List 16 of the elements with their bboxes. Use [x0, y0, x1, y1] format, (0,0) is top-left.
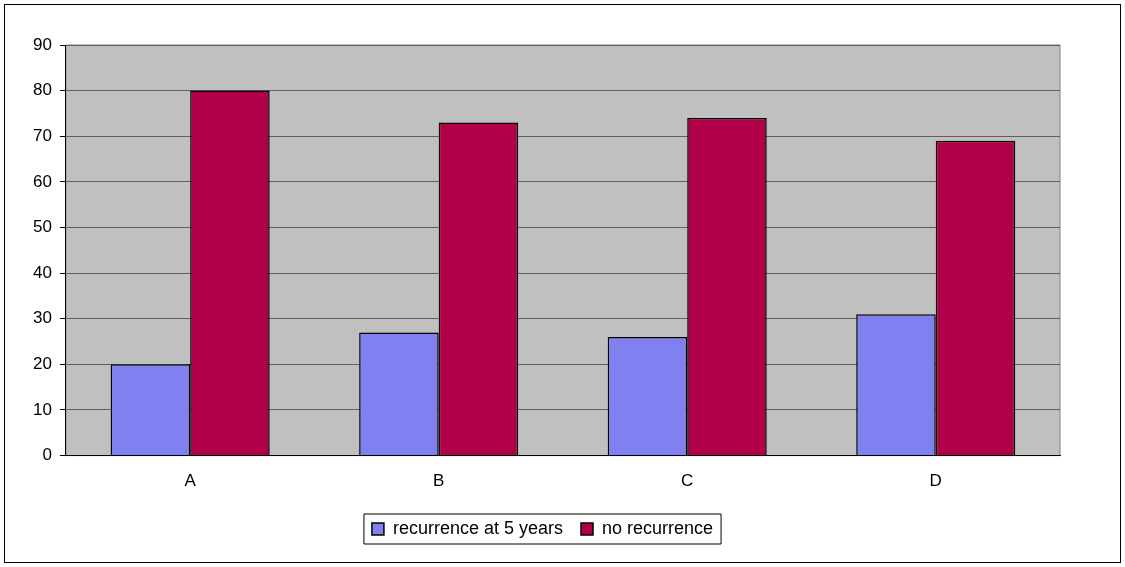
legend-label: no recurrence	[602, 517, 714, 538]
x-tick-label: A	[184, 471, 197, 491]
y-tick-label: 90	[32, 34, 52, 54]
y-tick-label: 40	[32, 262, 52, 282]
x-tick-label: B	[433, 471, 445, 491]
y-tick-label: 60	[32, 171, 52, 191]
y-tick-label: 10	[32, 399, 52, 419]
legend-label: recurrence at 5 years	[392, 517, 564, 538]
y-tick-label: 30	[32, 308, 52, 328]
x-tick-label: C	[681, 471, 694, 491]
y-tick-label: 80	[32, 80, 52, 100]
x-tick-label: D	[929, 471, 942, 491]
y-tick-label: 0	[42, 445, 52, 465]
y-tick-label: 50	[32, 217, 52, 237]
y-tick-label: 20	[32, 354, 52, 374]
y-tick-label: 70	[32, 125, 52, 145]
